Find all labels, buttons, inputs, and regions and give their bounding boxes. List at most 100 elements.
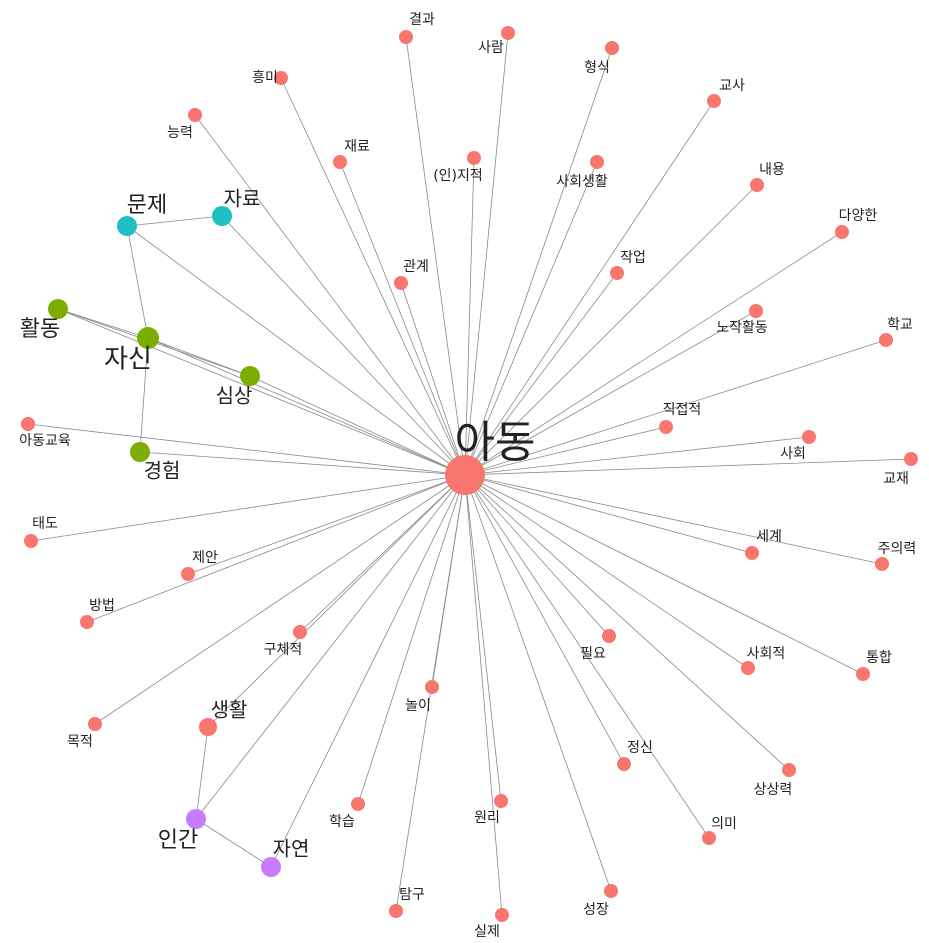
edge (400, 282, 466, 476)
edge (464, 272, 618, 476)
node-label: 교재 (883, 471, 909, 487)
edge (464, 474, 883, 565)
node-label: 자신 (104, 345, 152, 375)
node (590, 155, 604, 169)
node-label: 관계 (403, 259, 429, 275)
edge (464, 426, 667, 476)
node-label: 제안 (192, 550, 218, 566)
node (879, 333, 893, 347)
edge (464, 474, 625, 765)
node-label: 경험 (144, 459, 181, 483)
edge (249, 375, 466, 476)
node-label: 상상력 (754, 782, 793, 798)
node (274, 71, 288, 85)
edge (464, 184, 758, 476)
node (261, 857, 281, 877)
node (394, 276, 408, 290)
edge (464, 474, 612, 892)
node (741, 661, 755, 675)
edge (464, 474, 753, 554)
node (610, 266, 624, 280)
node-label: 형식 (584, 60, 610, 76)
edge (464, 474, 790, 771)
edge (195, 818, 272, 868)
node-label: 놀이 (405, 698, 431, 714)
edge (280, 77, 466, 476)
node (604, 884, 618, 898)
node-label: 통합 (866, 650, 892, 666)
node (745, 546, 759, 560)
edge (464, 474, 749, 669)
edge (126, 225, 466, 476)
node-label: 심상 (216, 384, 253, 408)
node (199, 718, 217, 736)
node (707, 94, 721, 108)
edge (30, 474, 466, 542)
node (117, 216, 137, 236)
edge (126, 225, 149, 339)
node-label: 실제 (474, 924, 500, 940)
node-label: 흥미 (252, 70, 278, 86)
node-label: 내용 (759, 162, 785, 178)
node (749, 304, 763, 318)
node-label: 생활 (211, 698, 248, 722)
node (501, 26, 515, 40)
node-label: 작업 (620, 250, 646, 266)
node (605, 41, 619, 55)
node (293, 625, 307, 639)
edges (27, 32, 912, 916)
edge (464, 474, 503, 916)
node-label: 원리 (474, 810, 500, 826)
node-label: 사회 (780, 446, 806, 462)
node-label: 주의력 (878, 541, 917, 557)
node-label: 목적 (67, 734, 93, 750)
node-label: 아동 (455, 417, 536, 468)
node-label: 탐구 (399, 887, 425, 903)
node-label: 인간 (158, 828, 198, 853)
edge (94, 474, 466, 725)
edge (464, 161, 598, 476)
node-label: 정신 (627, 740, 653, 756)
node (21, 417, 35, 431)
node-label: 직접적 (663, 402, 702, 418)
node-label: 자연 (273, 837, 310, 861)
edge (464, 474, 610, 637)
edge (126, 215, 223, 227)
node (389, 904, 403, 918)
node (137, 327, 159, 349)
node (750, 178, 764, 192)
edge (299, 474, 466, 633)
edge (464, 100, 715, 476)
edge (339, 161, 466, 476)
edge (464, 458, 912, 476)
edge (147, 337, 251, 377)
node-label: 다양한 (839, 208, 878, 224)
edge (270, 474, 466, 868)
edge (27, 423, 466, 476)
node (48, 299, 68, 319)
node (617, 757, 631, 771)
node-label: 의미 (711, 816, 737, 832)
edge (464, 339, 887, 476)
edge (464, 231, 843, 476)
node (782, 763, 796, 777)
node (130, 442, 150, 462)
node (602, 629, 616, 643)
node (24, 534, 38, 548)
node (659, 420, 673, 434)
node (702, 831, 716, 845)
node-label: 재료 (344, 139, 370, 155)
node-label: 학습 (329, 814, 355, 830)
edge (464, 47, 613, 476)
node-label: 사회적 (747, 646, 786, 662)
node-label: (인)지적 (433, 168, 483, 184)
edge (147, 337, 466, 476)
node (494, 794, 508, 808)
edge (464, 436, 810, 476)
edge (464, 474, 864, 675)
node-label: 자료 (224, 187, 261, 211)
node (333, 155, 347, 169)
node (188, 108, 202, 122)
